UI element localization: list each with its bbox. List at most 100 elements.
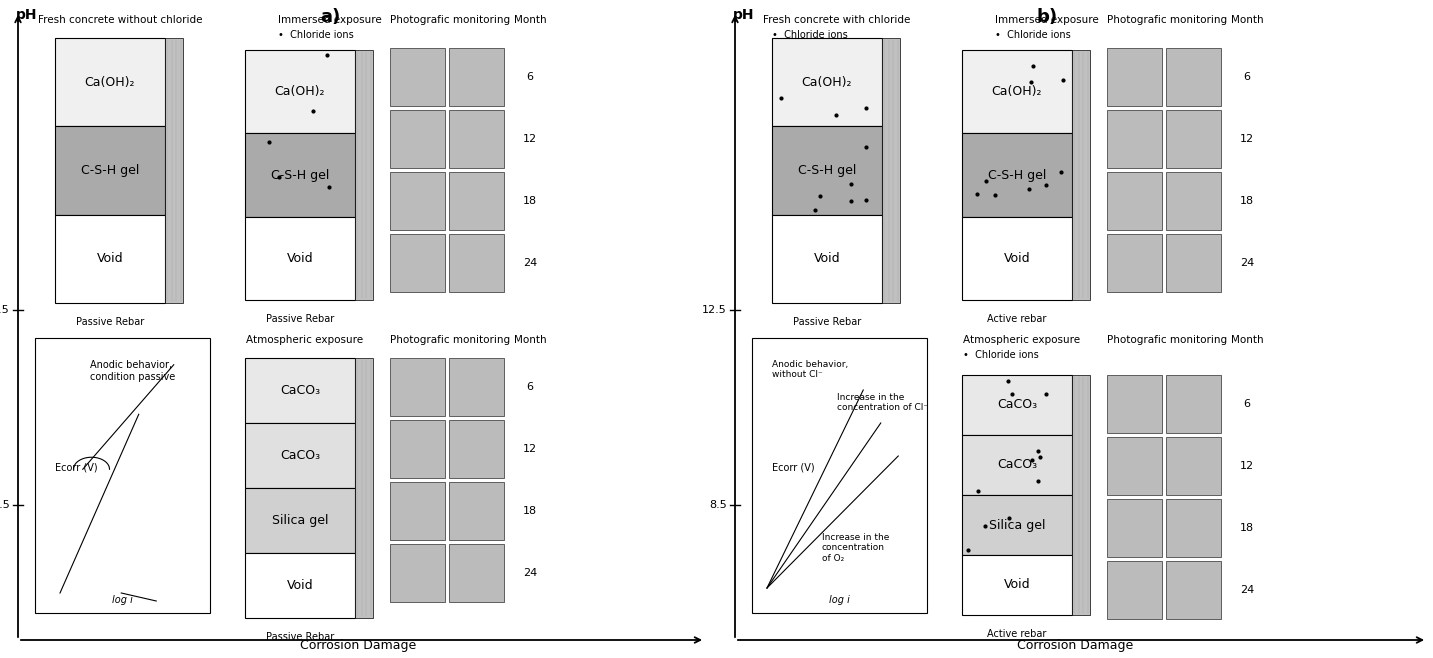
Bar — [390, 358, 446, 416]
Bar — [1166, 48, 1221, 106]
Text: Ca(OH)₂: Ca(OH)₂ — [992, 85, 1042, 98]
Text: Photografic monitoring: Photografic monitoring — [1108, 15, 1227, 25]
Bar — [355, 50, 373, 300]
Text: 24: 24 — [523, 568, 537, 578]
Bar — [1166, 172, 1221, 230]
Text: 18: 18 — [523, 196, 537, 206]
Text: Ca(OH)₂: Ca(OH)₂ — [85, 76, 135, 89]
Text: C-S-H gel: C-S-H gel — [80, 164, 139, 177]
Bar — [772, 215, 881, 303]
Bar — [1072, 50, 1091, 300]
Bar — [772, 126, 881, 215]
Text: Anodic behavior,
without Cl⁻: Anodic behavior, without Cl⁻ — [772, 360, 848, 380]
Text: 12.5: 12.5 — [702, 305, 727, 315]
Bar — [390, 48, 446, 106]
Bar — [1166, 375, 1221, 433]
Text: Immersed exposure: Immersed exposure — [278, 15, 381, 25]
Bar — [962, 375, 1072, 435]
Text: Increase in the
concentration
of O₂: Increase in the concentration of O₂ — [823, 533, 890, 563]
Bar — [245, 50, 355, 134]
Text: 12: 12 — [1240, 461, 1254, 471]
Text: 6: 6 — [1244, 399, 1251, 409]
Text: 6: 6 — [1244, 72, 1251, 82]
Text: Silica gel: Silica gel — [989, 519, 1045, 532]
Bar — [54, 126, 165, 215]
Bar — [1108, 437, 1162, 495]
Text: pH: pH — [734, 8, 755, 22]
Text: log i: log i — [830, 595, 850, 605]
Bar — [1108, 110, 1162, 168]
Text: •  Chloride ions: • Chloride ions — [278, 30, 354, 40]
Bar — [245, 216, 355, 300]
Text: Passive Rebar: Passive Rebar — [76, 317, 145, 327]
Text: Photografic monitoring: Photografic monitoring — [390, 335, 510, 345]
Bar — [962, 555, 1072, 615]
Bar — [1108, 499, 1162, 557]
Bar — [245, 134, 355, 216]
Text: Photografic monitoring: Photografic monitoring — [390, 15, 510, 25]
Bar — [449, 358, 504, 416]
Bar — [449, 420, 504, 478]
Text: Month: Month — [513, 15, 546, 25]
Bar — [245, 358, 355, 423]
Bar — [34, 338, 211, 613]
Bar — [962, 50, 1072, 134]
Text: 6: 6 — [526, 72, 533, 82]
Bar — [54, 38, 165, 126]
Bar — [772, 38, 881, 126]
Bar — [355, 358, 373, 618]
Bar — [390, 234, 446, 292]
Text: Atmospheric exposure: Atmospheric exposure — [246, 335, 363, 345]
Text: C-S-H gel: C-S-H gel — [987, 168, 1046, 182]
Text: 6: 6 — [526, 382, 533, 392]
Text: C-S-H gel: C-S-H gel — [271, 168, 330, 182]
Text: •  Chloride ions: • Chloride ions — [995, 30, 1070, 40]
Text: 18: 18 — [1240, 523, 1254, 533]
Text: Active rebar: Active rebar — [987, 314, 1046, 324]
Text: Void: Void — [1003, 578, 1030, 592]
Bar — [962, 495, 1072, 555]
Bar — [1166, 561, 1221, 619]
Text: Passive Rebar: Passive Rebar — [267, 632, 334, 642]
Bar — [1108, 561, 1162, 619]
Text: 12: 12 — [523, 134, 537, 144]
Text: Active rebar: Active rebar — [987, 629, 1046, 639]
Text: CaCO₃: CaCO₃ — [279, 449, 320, 462]
Bar — [449, 110, 504, 168]
Bar — [449, 234, 504, 292]
Text: 24: 24 — [1240, 585, 1254, 595]
Text: a): a) — [320, 8, 340, 26]
Bar — [881, 38, 900, 303]
Text: 12.5: 12.5 — [0, 305, 10, 315]
Bar — [390, 110, 446, 168]
Text: Fresh concrete with chloride: Fresh concrete with chloride — [764, 15, 911, 25]
Text: Void: Void — [287, 579, 314, 592]
Text: •  Chloride ions: • Chloride ions — [772, 30, 848, 40]
Text: Atmospheric exposure: Atmospheric exposure — [963, 335, 1080, 345]
Text: b): b) — [1036, 8, 1058, 26]
Text: 18: 18 — [1240, 196, 1254, 206]
Bar — [962, 435, 1072, 495]
Text: 24: 24 — [1240, 258, 1254, 268]
Text: •  Chloride ions: • Chloride ions — [963, 350, 1039, 360]
Bar — [245, 553, 355, 618]
Bar — [449, 172, 504, 230]
Text: Month: Month — [1231, 335, 1264, 345]
Text: log i: log i — [112, 595, 133, 605]
Text: 8.5: 8.5 — [0, 500, 10, 510]
Text: Ca(OH)₂: Ca(OH)₂ — [801, 76, 853, 89]
Bar — [390, 544, 446, 602]
Text: Void: Void — [814, 252, 840, 265]
Bar — [1166, 234, 1221, 292]
Text: Month: Month — [1231, 15, 1264, 25]
Text: pH: pH — [16, 8, 37, 22]
Text: Silica gel: Silica gel — [272, 514, 328, 527]
Bar — [390, 172, 446, 230]
Bar — [245, 423, 355, 488]
Bar — [54, 215, 165, 303]
Bar — [1166, 437, 1221, 495]
Text: Immersed exposure: Immersed exposure — [995, 15, 1099, 25]
Text: Void: Void — [96, 252, 123, 265]
Text: CaCO₃: CaCO₃ — [997, 399, 1037, 411]
Text: 12: 12 — [523, 444, 537, 454]
